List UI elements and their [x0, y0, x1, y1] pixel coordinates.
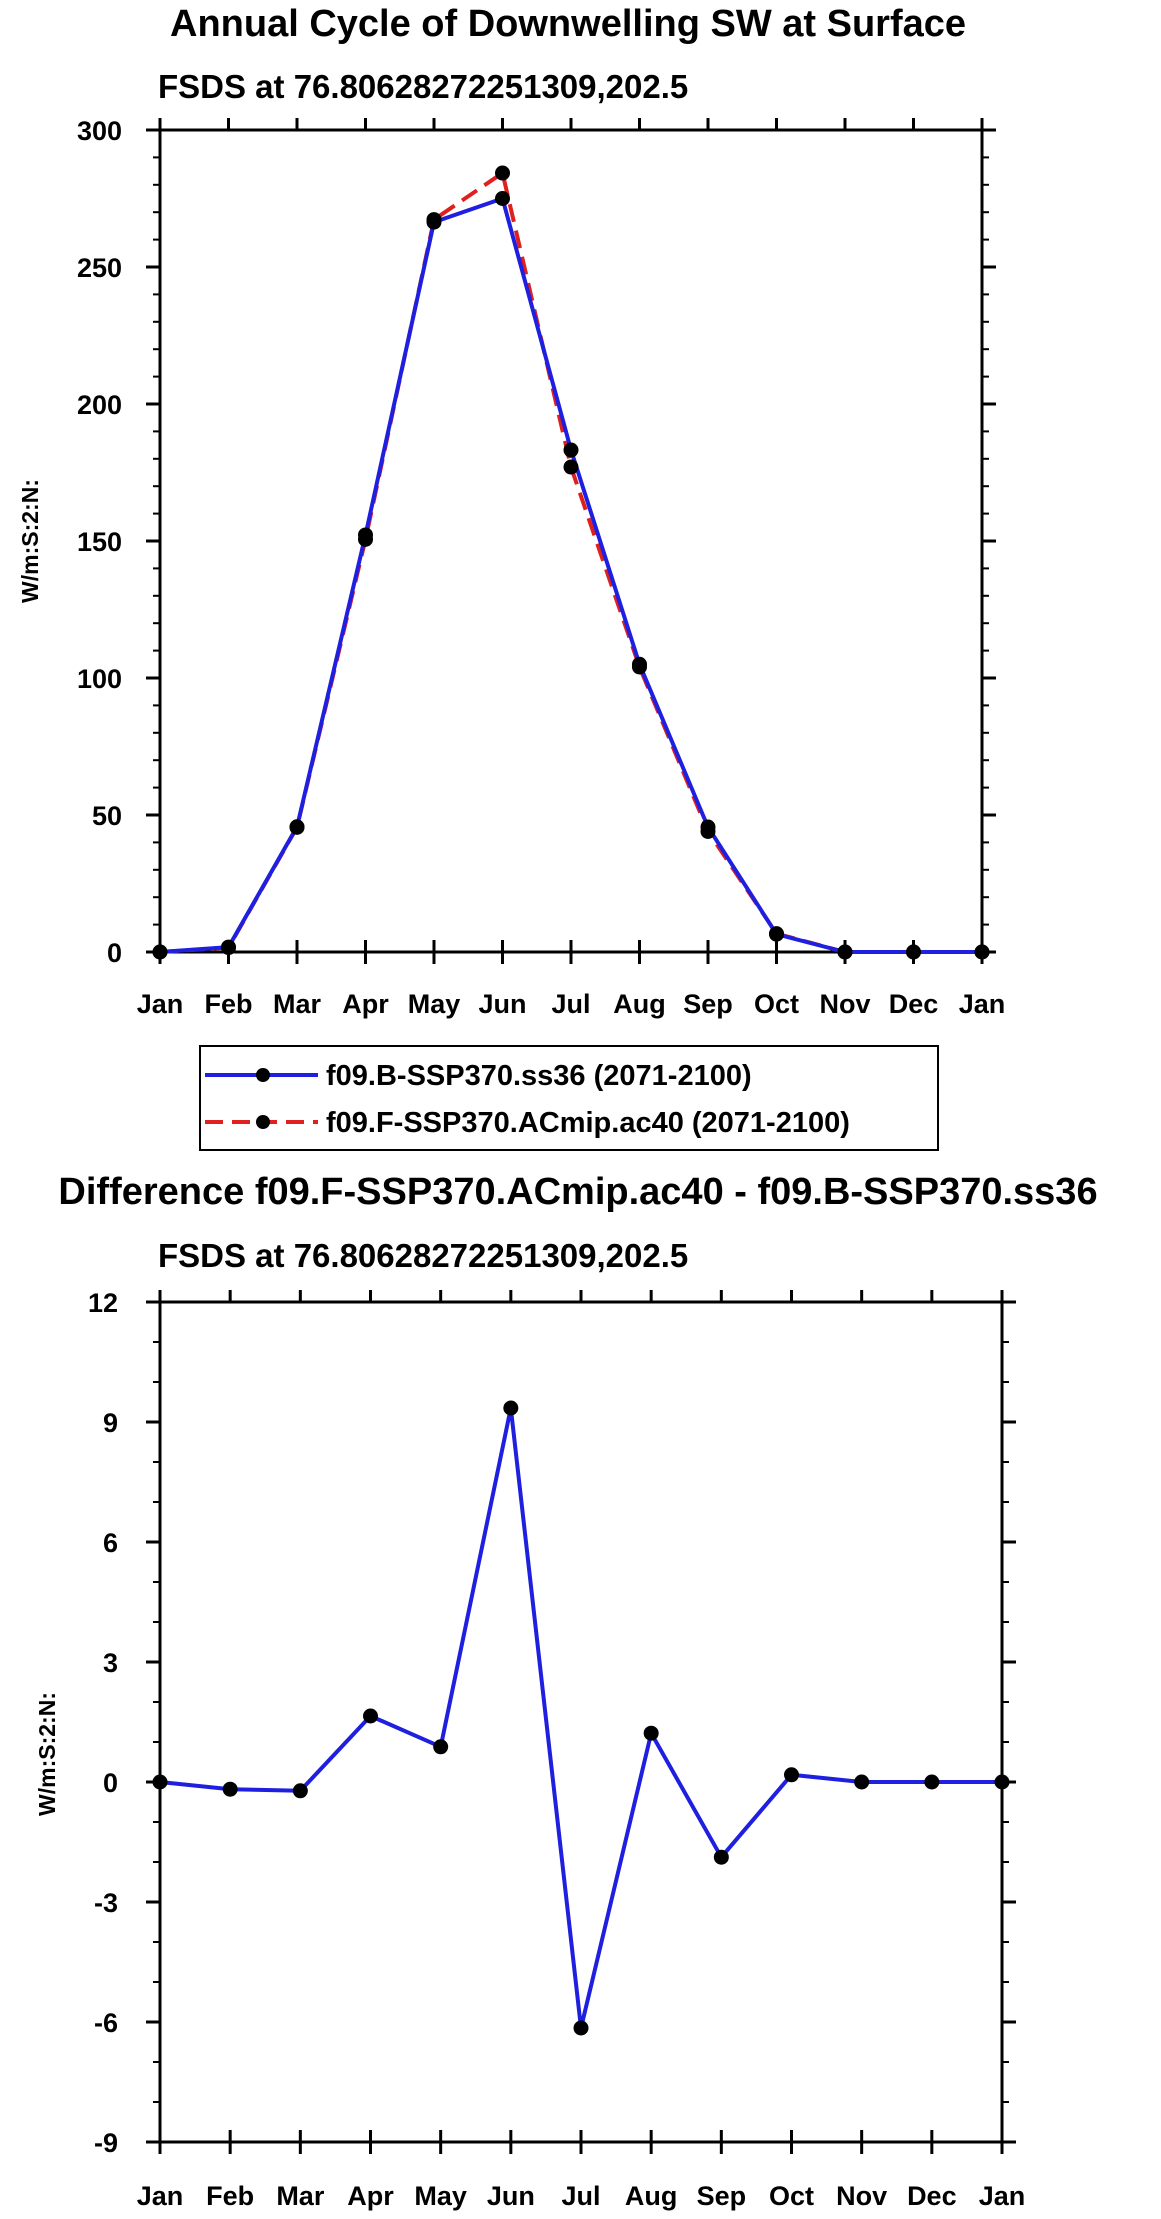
- x-tick-label: Oct: [754, 989, 799, 1019]
- chart-title: Annual Cycle of Downwelling SW at Surfac…: [170, 3, 966, 45]
- legend-box: [199, 1045, 939, 1151]
- data-point: [495, 191, 510, 206]
- chart-subtitle: FSDS at 76.80628272251309,202.5: [158, 68, 688, 105]
- data-point: [152, 1774, 168, 1790]
- data-point: [837, 944, 853, 960]
- data-point: [573, 2020, 589, 2036]
- x-tick-label: Jan: [979, 2181, 1026, 2211]
- x-tick-label: Jul: [551, 989, 590, 1019]
- x-tick-label: Nov: [836, 2181, 887, 2211]
- y-tick-label: 300: [77, 116, 122, 146]
- data-point: [358, 531, 373, 547]
- legend-marker-ac40: [256, 1115, 270, 1129]
- series-line-f09-f-ssp370-acmip-ac40: [159, 171, 982, 954]
- data-point: [713, 1849, 729, 1865]
- data-point: [292, 1783, 308, 1799]
- series-group: [152, 1400, 1010, 2036]
- legend: f09.B-SSP370.ss36 (2071-2100) f09.F-SSP3…: [199, 1045, 939, 1151]
- data-point: [426, 212, 442, 228]
- data-point: [363, 1708, 378, 1724]
- legend-marker-ss36: [256, 1068, 270, 1082]
- y-tick-label: 3: [103, 1648, 118, 1678]
- x-tick-label: Nov: [819, 989, 870, 1019]
- data-point: [994, 1774, 1010, 1790]
- x-tick-label: Dec: [889, 989, 939, 1019]
- series-line-difference: [159, 1406, 1002, 2030]
- annual-cycle-chart: Annual Cycle of Downwelling SW at Surfac…: [17, 3, 1006, 1151]
- x-tick-label: Dec: [907, 2181, 957, 2211]
- y-ticks: -9 -6 -3 0 3 6 9 12: [88, 1288, 1016, 2158]
- y-axis-label: W/m:S:2:N:: [17, 479, 43, 603]
- x-tick-label: Mar: [276, 2181, 325, 2211]
- x-tick-label: Oct: [769, 2181, 814, 2211]
- series-group: [152, 165, 990, 960]
- data-point: [289, 819, 305, 835]
- y-tick-label: -3: [94, 1888, 118, 1918]
- y-tick-label: 6: [103, 1528, 118, 1558]
- legend-label-ss36: f09.B-SSP370.ss36 (2071-2100): [326, 1060, 752, 1092]
- x-tick-label: Aug: [625, 2181, 677, 2211]
- y-tick-label: -6: [94, 2008, 118, 2038]
- data-point: [563, 459, 579, 475]
- x-tick-label: Jan: [137, 2181, 184, 2211]
- x-tick-label: Mar: [273, 989, 322, 1019]
- x-tick-label: Jan: [959, 989, 1006, 1019]
- data-point: [495, 165, 510, 181]
- data-point: [222, 1781, 238, 1797]
- data-point: [643, 1725, 659, 1741]
- chart-title: Difference f09.F-SSP370.ACmip.ac40 - f09…: [58, 1171, 1097, 1213]
- data-point: [632, 659, 647, 675]
- chart-subtitle: FSDS at 76.80628272251309,202.5: [158, 1237, 688, 1274]
- x-tick-label: Feb: [204, 989, 252, 1019]
- data-point: [769, 926, 784, 942]
- data-point: [784, 1767, 799, 1783]
- y-tick-label: 150: [77, 527, 122, 557]
- y-tick-label: 0: [103, 1768, 118, 1798]
- y-tick-label: 0: [107, 938, 122, 968]
- x-ticks: Jan Feb Mar Apr May Jun Jul Aug Sep Oct Nov Dec Jan: [137, 118, 1006, 1019]
- data-point: [700, 823, 716, 839]
- data-point: [433, 1739, 449, 1755]
- x-tick-label: Jul: [561, 2181, 600, 2211]
- y-tick-label: 50: [92, 801, 122, 831]
- x-tick-label: Sep: [683, 989, 733, 1019]
- y-tick-label: 9: [103, 1408, 118, 1438]
- x-tick-label: May: [408, 989, 461, 1019]
- data-point: [906, 944, 921, 960]
- x-tick-label: Jun: [478, 989, 526, 1019]
- x-tick-label: Jun: [487, 2181, 535, 2211]
- data-point: [854, 1774, 870, 1790]
- y-tick-label: 200: [77, 390, 122, 420]
- x-tick-label: Apr: [347, 2181, 394, 2211]
- y-ticks: 0 50 100 150 200 250 300: [77, 116, 996, 968]
- x-tick-label: Sep: [697, 2181, 747, 2211]
- data-point: [221, 940, 236, 956]
- plot-frame: [158, 128, 984, 954]
- x-tick-label: Feb: [206, 2181, 254, 2211]
- x-tick-label: Jan: [137, 989, 184, 1019]
- x-ticks: Jan Feb Mar Apr May Jun Jul Aug Sep Oct Nov Dec Jan: [137, 1290, 1026, 2211]
- data-point: [503, 1400, 519, 1416]
- x-tick-label: Aug: [613, 989, 665, 1019]
- y-tick-label: 100: [77, 664, 122, 694]
- x-tick-label: May: [414, 2181, 467, 2211]
- legend-label-ac40: f09.F-SSP370.ACmip.ac40 (2071-2100): [326, 1107, 850, 1139]
- series-line-f09-b-ssp370-ss36: [159, 196, 982, 954]
- difference-chart: Difference f09.F-SSP370.ACmip.ac40 - f09…: [34, 1171, 1098, 2211]
- y-axis-label: W/m:S:2:N:: [34, 1692, 60, 1816]
- data-point: [563, 442, 579, 458]
- data-point: [974, 944, 990, 960]
- data-point: [152, 944, 168, 960]
- x-tick-label: Apr: [342, 989, 389, 1019]
- y-tick-label: 250: [77, 253, 122, 283]
- data-point: [924, 1774, 940, 1790]
- y-tick-label: 12: [88, 1288, 118, 1318]
- y-tick-label: -9: [94, 2128, 118, 2158]
